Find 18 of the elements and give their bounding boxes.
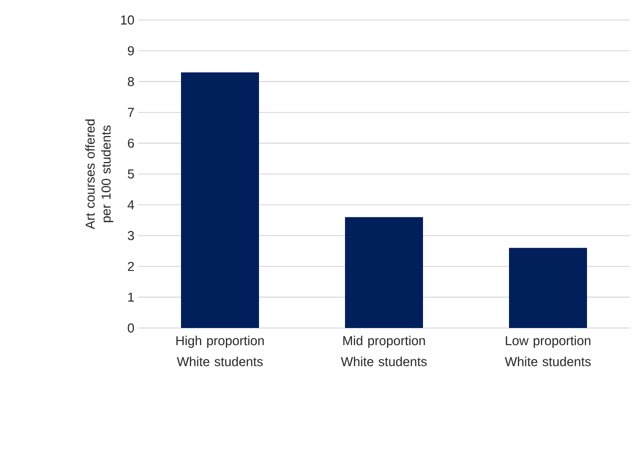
y-tick-label: 10 (121, 15, 134, 25)
x-tick-label: Low proportion White students (504, 336, 591, 366)
bar (181, 72, 260, 328)
y-tick-label: 5 (128, 169, 134, 179)
x-tick-label: Mid proportion White students (340, 336, 427, 366)
y-tick-label: 2 (128, 262, 134, 271)
bar (345, 217, 424, 328)
y-tick-label: 7 (128, 108, 134, 117)
y-tick-label: 1 (128, 292, 134, 302)
y-tick-label: 4 (128, 200, 134, 210)
x-tick-label: High proportion White students (176, 336, 264, 366)
y-tick-label: 8 (128, 76, 134, 86)
bar (509, 248, 588, 328)
y-tick-label: 0 (128, 323, 134, 333)
y-tick-label: 9 (128, 46, 134, 56)
y-tick-label: 6 (128, 138, 134, 148)
y-axis-title: Art courses offered per 100 students (85, 120, 114, 230)
y-tick-label: 3 (128, 230, 134, 240)
